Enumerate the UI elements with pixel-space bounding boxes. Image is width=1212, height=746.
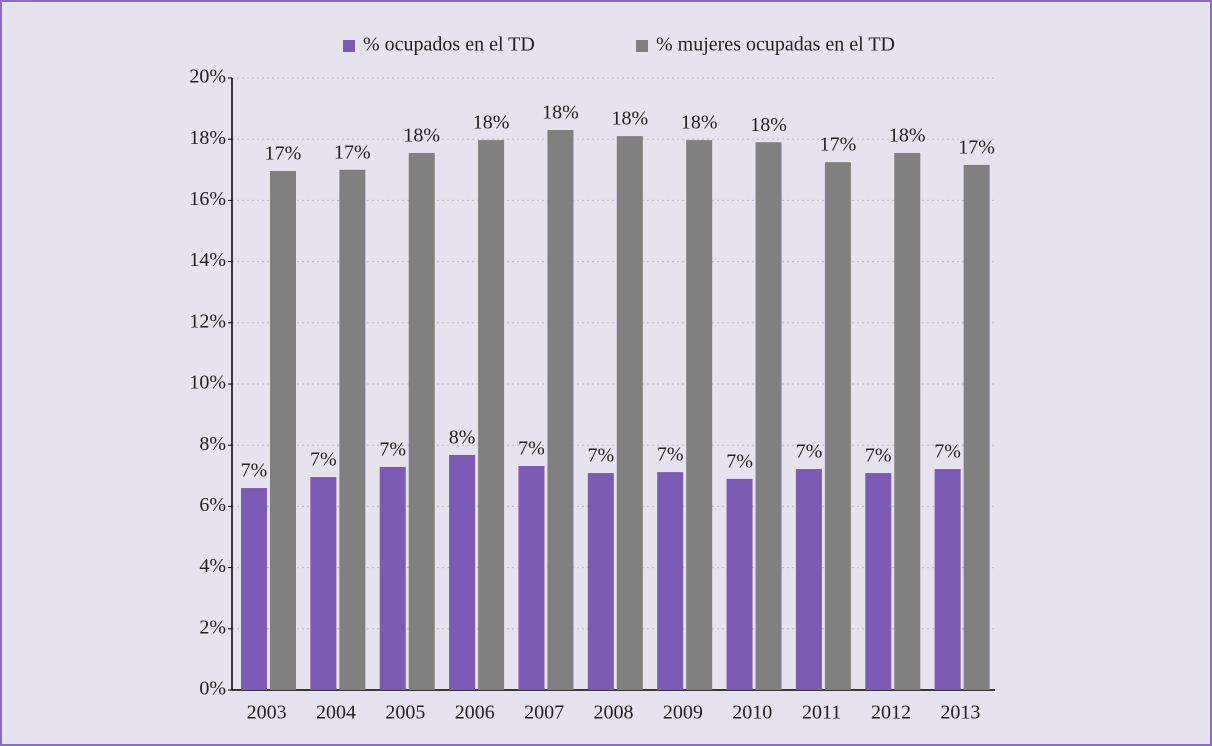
- bar: [894, 152, 921, 691]
- x-tick-label: 2009: [663, 702, 703, 724]
- data-label: 17%: [958, 136, 995, 158]
- x-tick-label: 2006: [455, 702, 495, 724]
- data-label: 18%: [611, 108, 648, 130]
- data-label: 7%: [379, 439, 406, 461]
- bar: [686, 140, 713, 691]
- y-tick-label: 12%: [189, 310, 226, 332]
- data-label: 7%: [726, 450, 753, 472]
- x-tick-label: 2013: [940, 702, 980, 724]
- y-tick-label: 0%: [199, 678, 226, 700]
- x-tick-label: 2008: [594, 702, 634, 724]
- bar: [587, 473, 614, 690]
- bar: [478, 140, 505, 691]
- data-label: 18%: [403, 125, 440, 147]
- bar: [657, 472, 684, 690]
- bar: [547, 130, 574, 690]
- y-tick-label: 14%: [189, 249, 226, 271]
- legend-label: % mujeres ocupadas en el TD: [656, 34, 895, 56]
- bar: [934, 469, 961, 690]
- y-tick-label: 20%: [189, 66, 226, 88]
- bar: [241, 488, 267, 690]
- bar: [518, 466, 545, 690]
- legend-swatch: [636, 40, 648, 52]
- x-tick-label: 2010: [732, 702, 772, 724]
- data-label: 17%: [820, 134, 857, 156]
- data-label: 7%: [796, 441, 823, 463]
- data-label: 18%: [542, 102, 579, 124]
- data-label: 7%: [587, 445, 614, 467]
- y-tick-label: 18%: [189, 127, 226, 149]
- bar: [270, 171, 296, 691]
- x-tick-label: 2011: [802, 702, 841, 724]
- data-label: 7%: [310, 449, 337, 471]
- data-label: 17%: [334, 141, 371, 163]
- data-label: 7%: [934, 441, 961, 463]
- y-tick-label: 10%: [189, 372, 226, 394]
- bar: [616, 136, 643, 690]
- bar: [379, 466, 406, 690]
- data-label: 18%: [681, 112, 718, 134]
- y-tick-label: 6%: [199, 494, 226, 516]
- bar: [795, 469, 822, 690]
- data-label: 7%: [865, 445, 892, 467]
- bar: [963, 164, 990, 691]
- x-tick-label: 2003: [247, 702, 287, 724]
- x-tick-label: 2007: [524, 702, 564, 724]
- data-label: 18%: [750, 114, 787, 136]
- bar: [755, 142, 782, 690]
- bar: [339, 169, 366, 691]
- legend-label: % ocupados en el TD: [363, 34, 535, 56]
- y-tick-label: 4%: [199, 555, 226, 577]
- data-label: 8%: [449, 427, 476, 449]
- x-tick-label: 2005: [385, 702, 425, 724]
- bar: [726, 478, 753, 690]
- x-tick-label: 2004: [316, 702, 356, 724]
- data-label: 7%: [241, 460, 268, 482]
- y-tick-label: 8%: [199, 433, 226, 455]
- data-label: 18%: [889, 125, 926, 147]
- data-label: 7%: [657, 444, 684, 466]
- legend-swatch: [343, 40, 355, 52]
- bar: [449, 454, 476, 690]
- bar: [865, 473, 892, 690]
- data-label: 18%: [473, 112, 510, 134]
- bar: [408, 152, 435, 691]
- y-tick-label: 16%: [189, 188, 226, 210]
- x-tick-label: 2012: [871, 702, 911, 724]
- bar: [824, 162, 851, 690]
- bar: [310, 477, 337, 690]
- y-tick-label: 2%: [199, 616, 226, 638]
- data-label: 17%: [265, 143, 302, 165]
- data-label: 7%: [518, 438, 545, 460]
